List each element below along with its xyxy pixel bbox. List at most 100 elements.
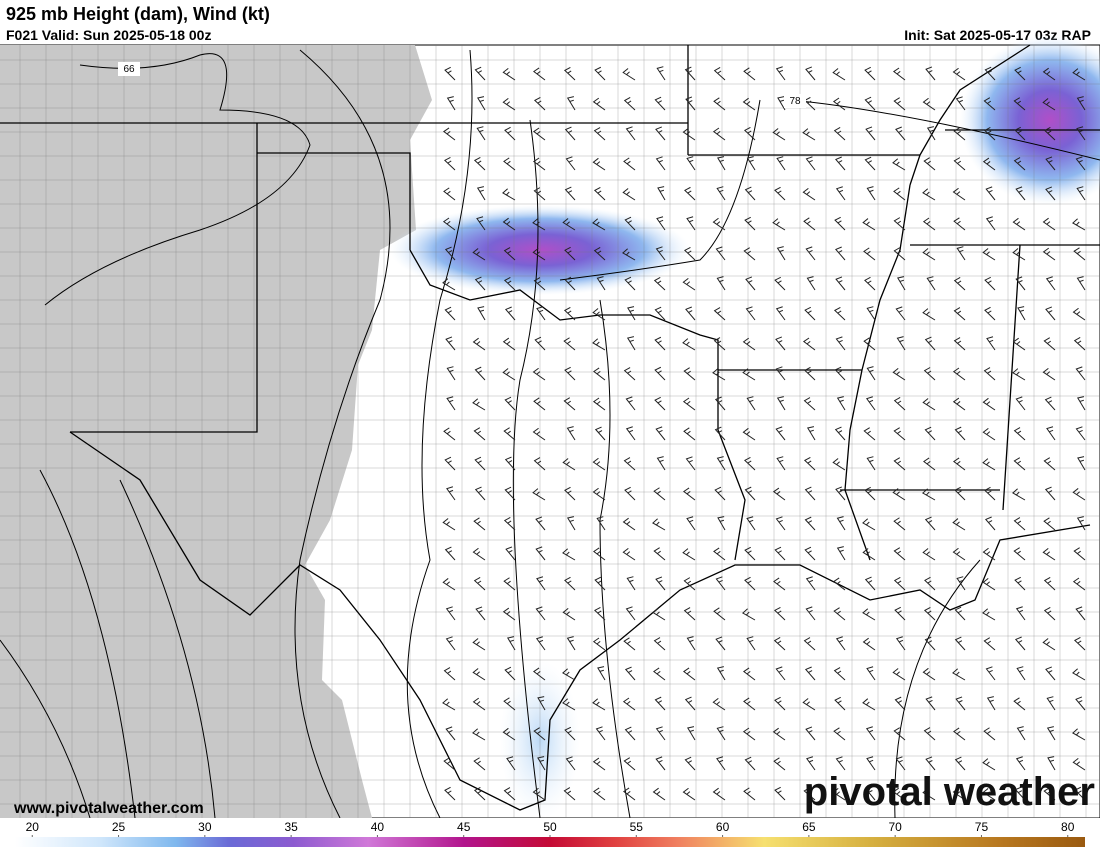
- wind-barb: [865, 126, 876, 141]
- colorbar-tick-label: 25: [112, 820, 126, 834]
- wind-barb: [624, 276, 636, 291]
- wind-barb: [986, 336, 996, 351]
- wind-barb: [562, 458, 576, 471]
- wind-barb: [984, 486, 996, 501]
- wind-barb: [802, 337, 816, 351]
- wind-barb: [953, 457, 966, 471]
- wind-barb: [982, 608, 996, 621]
- wind-barb: [504, 126, 516, 141]
- wind-barb: [476, 186, 486, 201]
- wind-barb: [922, 248, 936, 261]
- wind-barb: [893, 457, 906, 471]
- wind-barb: [596, 276, 606, 291]
- wind-barb: [835, 276, 846, 291]
- wind-barb: [1013, 517, 1026, 531]
- wind-barb: [533, 96, 546, 111]
- wind-barb: [954, 756, 966, 771]
- contour-label: 66: [123, 64, 135, 75]
- wind-barb: [563, 397, 576, 411]
- wind-barb: [742, 727, 756, 741]
- wind-barb: [1043, 457, 1056, 471]
- wind-barb: [474, 66, 486, 81]
- wind-barb: [1012, 488, 1026, 501]
- wind-barb: [685, 456, 696, 471]
- wind-barb: [593, 367, 606, 381]
- wind-barb: [805, 606, 816, 621]
- wind-barb: [1045, 666, 1056, 681]
- wind-barb: [536, 306, 546, 321]
- wind-barb: [653, 487, 666, 501]
- wind-barb: [444, 156, 456, 171]
- wind-barb: [625, 426, 636, 441]
- wind-barb: [1073, 547, 1086, 561]
- wind-barb: [443, 757, 456, 771]
- wind-barb: [532, 248, 546, 261]
- wind-barb: [1072, 728, 1086, 741]
- wind-barb: [1045, 186, 1056, 201]
- wind-barb: [897, 276, 906, 291]
- wind-barb: [954, 426, 966, 441]
- wind-barb: [502, 97, 516, 111]
- wind-barb: [862, 218, 876, 231]
- wind-barb: [922, 788, 936, 801]
- wind-barb: [804, 306, 816, 321]
- wind-barb: [1014, 636, 1026, 651]
- wind-barb: [622, 547, 636, 561]
- wind-barb: [806, 756, 816, 771]
- wind-barb: [745, 306, 756, 321]
- wind-barb: [952, 187, 966, 201]
- wind-barb: [982, 248, 996, 261]
- wind-barb: [835, 246, 846, 261]
- wind-barb: [442, 578, 456, 591]
- wind-barb: [953, 277, 966, 291]
- wind-barb: [895, 126, 906, 141]
- wind-barb: [924, 426, 936, 441]
- wind-barb: [442, 518, 456, 531]
- wind-barb: [625, 396, 636, 411]
- colorbar: [15, 837, 1085, 847]
- wind-barb: [717, 516, 726, 531]
- wind-barb: [866, 756, 876, 771]
- wind-barb: [923, 157, 936, 171]
- wind-barb: [1015, 276, 1026, 291]
- wind-barb: [925, 756, 936, 771]
- wind-barb: [835, 156, 846, 171]
- wind-barb: [774, 786, 786, 801]
- wind-barb: [473, 577, 486, 591]
- wind-barb: [684, 186, 696, 201]
- wind-barb: [893, 547, 906, 561]
- label-bg: [784, 94, 806, 108]
- wind-barb: [444, 246, 456, 261]
- wind-barb: [956, 576, 966, 591]
- colorbar-ticks: 20 25 30 35 40 45 50 55 60 65 70 75 80: [26, 820, 1075, 837]
- wind-barb: [954, 486, 966, 501]
- colorbar-tick-label: 60: [716, 820, 730, 834]
- wind-barb: [592, 397, 606, 411]
- wind-barb: [685, 96, 696, 111]
- wind-barb: [472, 547, 486, 561]
- wind-barb: [473, 517, 486, 531]
- wind-barb: [592, 97, 606, 111]
- wind-barb: [742, 368, 756, 381]
- wind-barb: [652, 787, 666, 801]
- wind-barb: [1013, 97, 1026, 111]
- wind-barb: [623, 637, 636, 651]
- wind-barb: [443, 427, 456, 441]
- wind-barb: [953, 727, 966, 741]
- wind-barb: [774, 696, 786, 711]
- wind-barb: [472, 697, 486, 711]
- wind-barb: [925, 696, 936, 711]
- wind-barb: [442, 217, 456, 231]
- wind-barb: [593, 247, 606, 261]
- wind-barb: [743, 697, 756, 711]
- wind-barb: [804, 516, 816, 531]
- wind-barb: [776, 156, 786, 171]
- wind-barb: [1013, 457, 1026, 471]
- wind-barb: [892, 158, 906, 171]
- wind-barb: [655, 126, 666, 141]
- wind-barb: [805, 246, 816, 261]
- wind-barb: [894, 606, 906, 621]
- wind-barb: [714, 486, 726, 501]
- wind-barb: [803, 397, 816, 411]
- wind-barb: [892, 488, 906, 501]
